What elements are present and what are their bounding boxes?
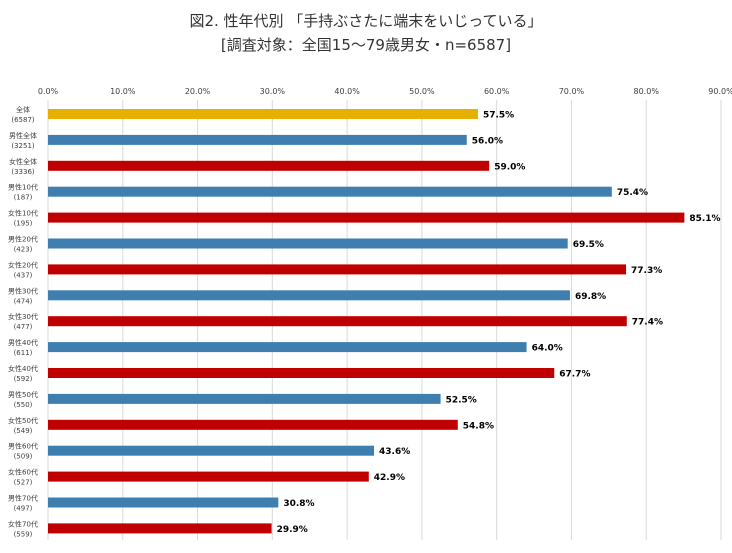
bar bbox=[48, 316, 627, 327]
value-label: 52.5% bbox=[446, 395, 477, 405]
category-label: 男性70代 bbox=[8, 494, 38, 503]
value-label: 42.9% bbox=[374, 473, 405, 483]
bar bbox=[48, 523, 272, 534]
x-tick-label: 90.0% bbox=[708, 87, 732, 96]
value-label: 43.6% bbox=[379, 447, 410, 457]
category-label: 女性60代 bbox=[8, 468, 38, 477]
category-n-label: (437) bbox=[14, 271, 33, 279]
bar bbox=[48, 290, 570, 301]
value-label: 64.0% bbox=[532, 344, 563, 354]
bar bbox=[48, 134, 467, 145]
bar bbox=[48, 186, 612, 197]
value-label: 56.0% bbox=[472, 136, 503, 146]
category-n-label: (497) bbox=[14, 505, 33, 513]
category-label: 女性20代 bbox=[8, 260, 38, 269]
chart-subtitle: [調査対象：全国15～79歳男女・n=6587] bbox=[220, 36, 512, 54]
value-label: 54.8% bbox=[463, 421, 494, 431]
category-n-label: (592) bbox=[14, 375, 33, 383]
x-tick-label: 70.0% bbox=[559, 87, 585, 96]
bar bbox=[48, 419, 458, 430]
category-n-label: (549) bbox=[14, 427, 33, 435]
bar bbox=[48, 393, 441, 404]
value-label: 69.8% bbox=[575, 292, 606, 302]
value-label: 77.3% bbox=[631, 266, 662, 276]
value-label: 77.4% bbox=[632, 318, 663, 328]
category-label: 男性10代 bbox=[8, 183, 38, 192]
category-n-label: (611) bbox=[14, 349, 33, 357]
x-tick-label: 0.0% bbox=[38, 87, 59, 96]
bar bbox=[48, 342, 527, 353]
value-label: 59.0% bbox=[494, 162, 525, 172]
chart-title-block: 図2. 性年代別 「手持ぶさたに端末をいじっている」 [調査対象：全国15～79… bbox=[0, 10, 732, 56]
category-label: 女性70代 bbox=[8, 519, 38, 528]
x-tick-label: 50.0% bbox=[409, 87, 435, 96]
value-label: 69.5% bbox=[573, 240, 604, 250]
x-tick-label: 80.0% bbox=[634, 87, 660, 96]
category-label: 男性50代 bbox=[8, 390, 38, 399]
category-n-label: (477) bbox=[14, 323, 33, 331]
chart-title: 図2. 性年代別 「手持ぶさたに端末をいじっている」 bbox=[189, 12, 543, 30]
x-tick-label: 40.0% bbox=[334, 87, 360, 96]
value-label: 75.4% bbox=[617, 188, 648, 198]
bar bbox=[48, 368, 555, 378]
x-tick-label: 60.0% bbox=[484, 87, 510, 96]
value-label: 30.8% bbox=[283, 499, 314, 509]
x-tick-label: 20.0% bbox=[185, 87, 211, 96]
category-n-label: (3336) bbox=[11, 168, 35, 176]
category-label: 女性全体 bbox=[9, 157, 37, 166]
category-n-label: (3251) bbox=[11, 142, 35, 150]
category-label: 男性60代 bbox=[8, 442, 38, 451]
value-label: 57.5% bbox=[483, 111, 514, 121]
category-n-label: (527) bbox=[14, 479, 33, 487]
x-tick-label: 10.0% bbox=[110, 87, 136, 96]
bar bbox=[48, 160, 490, 171]
category-label: 男性全体 bbox=[9, 131, 37, 140]
category-label: 全体 bbox=[16, 105, 30, 114]
category-n-label: (423) bbox=[14, 246, 33, 254]
category-label: 女性50代 bbox=[8, 416, 38, 425]
category-label: 女性10代 bbox=[8, 209, 38, 218]
bar bbox=[48, 212, 685, 223]
category-n-label: (509) bbox=[14, 453, 33, 461]
bar bbox=[48, 109, 478, 119]
bar bbox=[48, 471, 369, 482]
bar bbox=[48, 264, 627, 275]
bar bbox=[48, 445, 375, 456]
category-n-label: (195) bbox=[14, 220, 33, 228]
category-label: 女性30代 bbox=[8, 312, 38, 321]
category-label: 男性30代 bbox=[8, 286, 38, 295]
category-n-label: (6587) bbox=[11, 116, 35, 124]
value-label: 29.9% bbox=[277, 525, 308, 535]
x-tick-label: 30.0% bbox=[260, 87, 286, 96]
category-n-label: (187) bbox=[14, 194, 33, 202]
value-label: 85.1% bbox=[689, 214, 720, 224]
category-label: 女性40代 bbox=[8, 364, 38, 373]
bar bbox=[48, 238, 568, 249]
category-n-label: (559) bbox=[14, 530, 33, 538]
bar bbox=[48, 497, 279, 508]
category-n-label: (550) bbox=[14, 401, 33, 409]
category-n-label: (474) bbox=[14, 297, 33, 305]
category-label: 男性40代 bbox=[8, 338, 38, 347]
category-label: 男性20代 bbox=[8, 235, 38, 244]
value-label: 67.7% bbox=[559, 370, 590, 380]
